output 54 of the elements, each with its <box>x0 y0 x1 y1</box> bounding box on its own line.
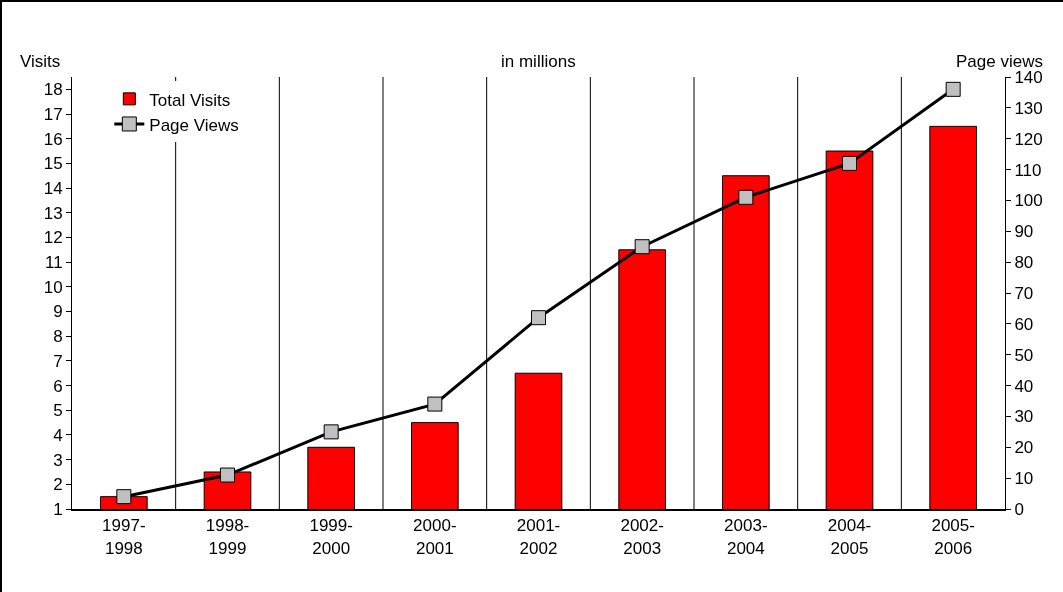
y2-tick-label: 110 <box>1014 160 1042 180</box>
y2-tick-label: 120 <box>1014 129 1043 149</box>
y-tick-label: 13 <box>43 203 63 223</box>
point <box>323 424 339 440</box>
y-tick-label: 10 <box>43 277 63 297</box>
y-tick-label: 11 <box>44 253 63 273</box>
y2-tick-label: 50 <box>1014 345 1034 365</box>
y-axis-title: Visits <box>20 52 61 71</box>
point <box>945 81 961 97</box>
x-tick-label: 1997-1998 <box>102 516 146 558</box>
y-tick-label: 7 <box>53 351 63 371</box>
point <box>220 467 235 483</box>
y2-tick-label: 130 <box>1014 98 1043 118</box>
y2-tick-label: 0 <box>1014 499 1024 519</box>
x-tick-label: 2005-2006 <box>931 516 975 558</box>
y-tick-label: 14 <box>43 179 63 199</box>
y-tick-label: 9 <box>53 302 63 322</box>
x-tick-label: 1999-2000 <box>309 516 353 558</box>
point <box>842 155 857 171</box>
x-tick-label: 2003-2004 <box>724 516 768 558</box>
y2-tick-label: 30 <box>1014 407 1034 427</box>
legend-label: Page Views <box>149 115 239 135</box>
point <box>738 189 754 205</box>
chart-subtitle: in millions <box>501 52 576 71</box>
y-tick-label: 8 <box>53 327 63 347</box>
y-tick-label: 18 <box>43 80 63 100</box>
y-tick-label: 5 <box>53 401 63 421</box>
x-tick-label: 1998-1999 <box>205 516 250 558</box>
y2-tick-label: 20 <box>1014 438 1034 458</box>
y-tick-label: 12 <box>43 228 63 248</box>
y-tick-label: 2 <box>53 475 63 495</box>
legend-label: Total Visits <box>149 90 231 110</box>
point <box>116 489 132 505</box>
y2-tick-label: 60 <box>1014 314 1034 334</box>
y-tick-label: 4 <box>53 425 63 445</box>
x-tick-label: 2000-2001 <box>413 516 457 558</box>
x-tick-label: 2001-2002 <box>516 516 561 558</box>
y-tick-label: 1 <box>53 499 63 519</box>
point <box>427 396 443 412</box>
y2-tick-label: 80 <box>1014 253 1034 273</box>
y-tick-label: 3 <box>53 450 63 470</box>
y-tick-label: 17 <box>43 104 63 124</box>
y-tick-label: 6 <box>53 376 63 396</box>
x-tick-label: 2004-2005 <box>827 516 872 558</box>
point <box>634 239 650 255</box>
y2-tick-label: 40 <box>1014 376 1034 396</box>
y-tick-label: 15 <box>43 154 63 174</box>
y-tick-label: 16 <box>43 129 63 149</box>
y2-tick-label: 70 <box>1014 283 1034 303</box>
y2-tick-label: 10 <box>1014 469 1034 489</box>
x-tick-label: 2002-2003 <box>620 516 664 558</box>
y2-tick-label: 90 <box>1014 222 1034 242</box>
y2-tick-label: 100 <box>1014 191 1043 211</box>
point <box>531 310 546 326</box>
